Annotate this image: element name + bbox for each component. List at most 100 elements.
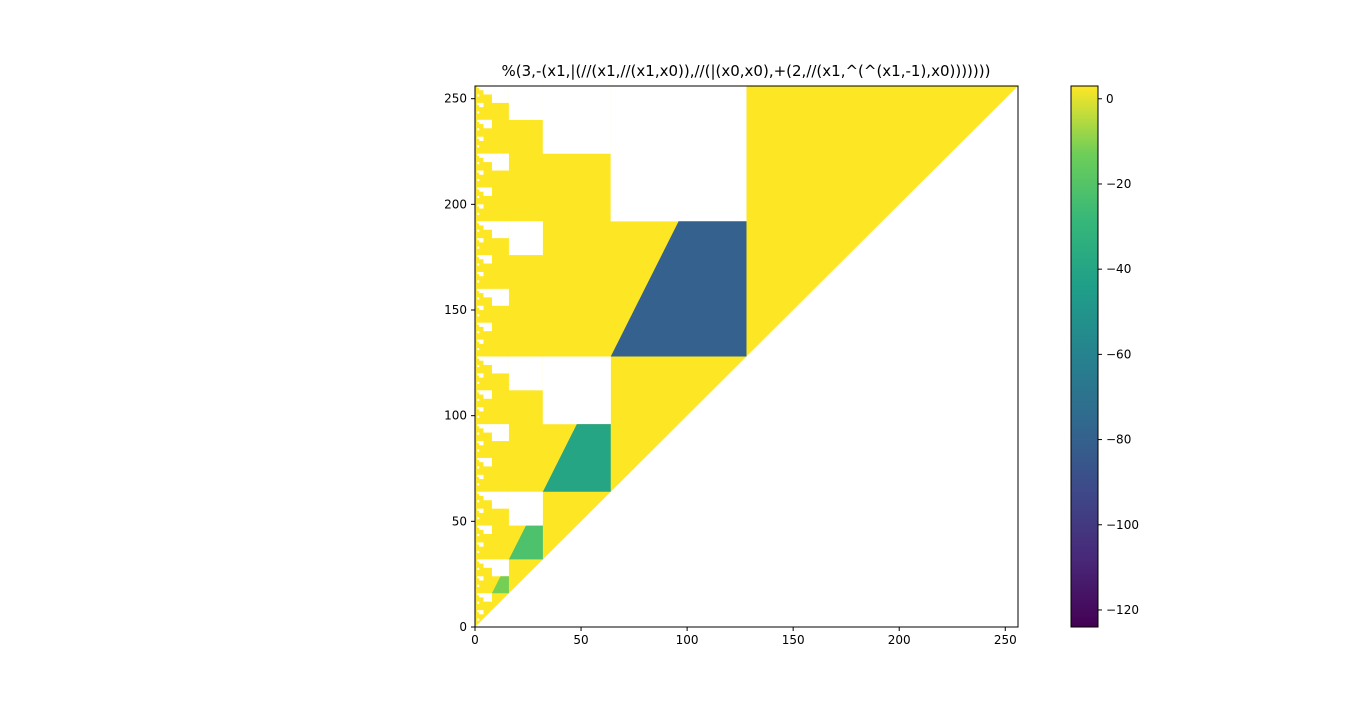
empty-cell — [479, 86, 484, 91]
empty-cell — [477, 483, 480, 486]
empty-cell — [477, 542, 480, 545]
empty-cell — [477, 271, 480, 275]
empty-cell — [477, 500, 480, 503]
empty-cell — [508, 86, 543, 120]
empty-cell — [479, 576, 484, 581]
empty-cell — [477, 610, 480, 613]
empty-cell — [477, 263, 480, 266]
empty-cell — [477, 162, 480, 165]
empty-cell — [479, 407, 484, 412]
empty-cell — [477, 373, 480, 376]
empty-cell — [479, 271, 484, 277]
colorbar-tick-label: −80 — [1106, 433, 1131, 447]
x-tick-label: 250 — [994, 633, 1017, 647]
empty-cell — [477, 246, 480, 249]
empty-cell — [479, 559, 484, 564]
colorbar-tick-label: 0 — [1106, 92, 1114, 106]
empty-cell — [477, 322, 480, 325]
empty-cell — [483, 288, 492, 298]
empty-cell — [477, 238, 480, 241]
empty-cell — [477, 559, 480, 562]
colorbar — [1070, 85, 1099, 628]
empty-cell — [479, 424, 484, 429]
empty-cell — [479, 356, 484, 361]
empty-cell — [477, 288, 480, 291]
empty-cell — [491, 288, 509, 306]
empty-cell — [477, 297, 480, 300]
x-tick-label: 150 — [782, 633, 805, 647]
empty-cell — [477, 348, 480, 351]
empty-cell — [479, 204, 484, 209]
empty-cell — [477, 221, 480, 224]
y-tick-label: 250 — [444, 92, 467, 106]
empty-cell — [477, 204, 480, 207]
empty-cell — [477, 415, 480, 418]
empty-cell — [491, 356, 509, 374]
empty-cell — [542, 356, 611, 425]
empty-cell — [477, 102, 480, 106]
empty-cell — [477, 584, 480, 587]
empty-cell — [483, 491, 492, 501]
empty-cell — [477, 255, 480, 258]
empty-cell — [477, 517, 480, 520]
x-tick-label: 100 — [676, 633, 699, 647]
empty-cell — [477, 212, 480, 215]
empty-cell — [477, 136, 480, 139]
empty-cell — [479, 474, 484, 480]
empty-cell — [479, 542, 484, 547]
colored-block — [610, 221, 747, 357]
empty-cell — [479, 508, 484, 513]
empty-cell — [477, 457, 480, 461]
empty-cell — [477, 305, 480, 308]
y-axis: 0 50 100 150 200 250 — [444, 92, 475, 634]
empty-cell — [483, 221, 492, 230]
empty-cell — [477, 314, 480, 317]
colorbar-tick-label: −100 — [1106, 518, 1139, 532]
empty-cell — [479, 457, 484, 463]
empty-cell — [479, 238, 484, 243]
x-tick-label: 0 — [471, 633, 479, 647]
empty-cell — [477, 567, 480, 570]
empty-cell — [479, 593, 484, 598]
empty-cell — [483, 187, 492, 196]
empty-cell — [477, 407, 480, 410]
empty-cell — [477, 441, 480, 444]
y-tick-label: 150 — [444, 303, 467, 317]
empty-cell — [477, 128, 480, 131]
empty-cell — [477, 170, 480, 173]
empty-cell — [477, 508, 480, 511]
empty-cell — [477, 593, 480, 596]
empty-cell — [477, 119, 480, 122]
empty-cell — [477, 153, 480, 156]
colorbar-tick-label: −20 — [1106, 177, 1131, 191]
empty-cell — [479, 305, 484, 311]
empty-cell — [477, 145, 480, 148]
empty-cell — [477, 111, 480, 114]
empty-cell — [479, 322, 484, 327]
colored-block — [542, 424, 611, 492]
empty-cell — [491, 221, 509, 239]
empty-cell — [477, 618, 480, 621]
empty-cell — [479, 288, 484, 294]
heatmap-cells — [475, 86, 1018, 627]
empty-cell — [483, 153, 492, 163]
empty-cell — [479, 390, 484, 395]
empty-cell — [477, 424, 480, 427]
empty-cell — [479, 187, 484, 192]
empty-cell — [477, 86, 480, 89]
empty-cell — [477, 432, 480, 435]
empty-cell — [477, 187, 480, 190]
empty-cell — [508, 356, 543, 391]
empty-cell — [483, 86, 492, 95]
empty-cell — [483, 559, 492, 568]
empty-cell — [542, 86, 611, 154]
empty-cell — [483, 322, 492, 332]
plot-frame — [474, 85, 1019, 628]
empty-cell — [477, 550, 480, 554]
empty-cell — [479, 373, 484, 378]
empty-cell — [477, 576, 480, 579]
empty-cell — [483, 255, 492, 264]
chart-title: %(3,-(x1,|(//(x1,//(x1,x0)),//(|(x0,x0),… — [502, 62, 991, 80]
